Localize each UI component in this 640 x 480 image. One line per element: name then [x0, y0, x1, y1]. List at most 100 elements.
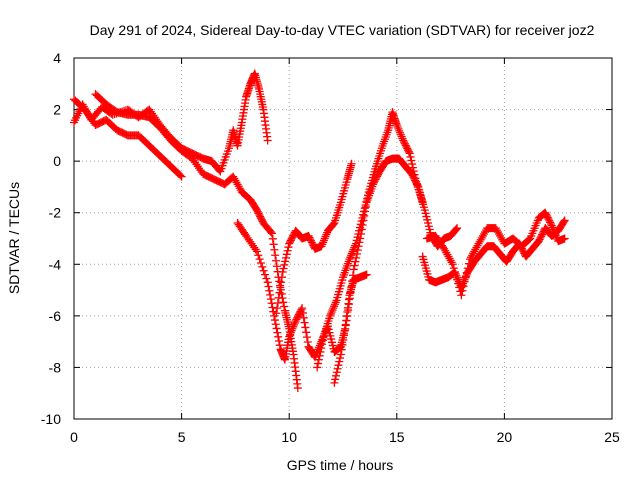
- data-point: [356, 234, 365, 243]
- data-series: [422, 208, 569, 300]
- data-point: [254, 251, 263, 260]
- data-point: [269, 240, 278, 249]
- data-point: [256, 258, 265, 267]
- x-tick-label: 20: [497, 429, 513, 445]
- data-point: [453, 224, 462, 233]
- data-point: [560, 234, 569, 243]
- data-point: [345, 294, 354, 303]
- data-point: [407, 156, 416, 165]
- data-point: [322, 230, 331, 239]
- data-point: [280, 260, 289, 269]
- data-point: [396, 128, 405, 137]
- data-point: [393, 122, 402, 131]
- data-point: [404, 147, 413, 156]
- data-point: [275, 341, 284, 350]
- data-point: [313, 359, 322, 368]
- data-point: [359, 216, 368, 225]
- data-point: [330, 302, 339, 311]
- data-point: [394, 124, 403, 133]
- data-point: [319, 238, 328, 247]
- data-point: [290, 320, 299, 329]
- data-point: [357, 229, 366, 238]
- data-point: [339, 336, 348, 345]
- data-point: [326, 309, 335, 318]
- data-point: [330, 300, 339, 309]
- data-point: [299, 313, 308, 322]
- data-point: [335, 357, 344, 366]
- data-point: [272, 309, 281, 318]
- data-point: [302, 333, 311, 342]
- data-point: [255, 255, 264, 264]
- data-point: [327, 307, 336, 316]
- data-point: [354, 242, 363, 251]
- data-point: [332, 368, 341, 377]
- x-tick-label: 10: [281, 429, 297, 445]
- data-point: [274, 293, 283, 302]
- data-point: [317, 344, 326, 353]
- x-tick-label: 15: [389, 429, 405, 445]
- data-point: [329, 304, 338, 313]
- data-point: [451, 271, 460, 280]
- data-point: [358, 220, 367, 229]
- chart-title: Day 291 of 2024, Sidereal Day-to-day VTE…: [90, 22, 595, 38]
- data-points: [70, 69, 569, 393]
- data-point: [361, 207, 370, 216]
- data-point: [398, 134, 407, 143]
- data-point: [453, 275, 462, 284]
- data-point: [397, 132, 406, 141]
- data-point: [320, 234, 329, 243]
- data-point: [301, 323, 310, 332]
- data-point: [330, 378, 339, 387]
- data-point: [362, 270, 371, 279]
- data-point: [264, 282, 273, 291]
- data-point: [328, 306, 337, 315]
- data-point: [270, 316, 279, 325]
- y-tick-label: 2: [53, 102, 61, 118]
- data-point: [273, 328, 282, 337]
- y-tick-label: -8: [49, 359, 62, 375]
- data-point: [318, 336, 327, 345]
- data-point: [275, 277, 284, 286]
- data-point: [267, 229, 276, 238]
- data-point: [282, 250, 291, 259]
- data-series: [272, 159, 356, 318]
- y-tick-label: 4: [53, 50, 61, 66]
- data-point: [281, 257, 290, 266]
- data-point: [262, 274, 271, 283]
- data-point: [313, 363, 322, 372]
- data-point: [451, 226, 460, 235]
- data-point: [548, 223, 557, 232]
- data-point: [278, 268, 287, 277]
- data-point: [463, 264, 472, 273]
- data-point: [265, 286, 274, 295]
- x-tick-labels: 0 5 10 15 20 25: [70, 429, 620, 445]
- data-point: [275, 288, 284, 297]
- y-tick-label: -4: [49, 256, 62, 272]
- data-series: [330, 154, 462, 387]
- data-point: [289, 322, 298, 331]
- data-point: [318, 340, 327, 349]
- data-point: [277, 273, 286, 282]
- data-point: [280, 302, 289, 311]
- y-tick-label: -10: [41, 411, 61, 427]
- data-point: [273, 304, 282, 313]
- data-point: [326, 311, 335, 320]
- data-point: [550, 229, 559, 238]
- data-point: [288, 324, 297, 333]
- data-point: [319, 236, 328, 245]
- data-point: [347, 251, 356, 260]
- data-point: [266, 228, 275, 237]
- data-point: [251, 245, 260, 254]
- data-point: [271, 320, 280, 329]
- plot-frame: [73, 57, 613, 420]
- data-point: [333, 364, 342, 373]
- data-point: [460, 277, 469, 286]
- x-tick-label: 5: [178, 429, 186, 445]
- data-point: [344, 300, 353, 309]
- data-point: [347, 159, 356, 168]
- x-axis-label: GPS time / hours: [287, 457, 394, 473]
- data-point: [177, 172, 186, 181]
- data-point: [266, 295, 275, 304]
- data-point: [349, 265, 358, 274]
